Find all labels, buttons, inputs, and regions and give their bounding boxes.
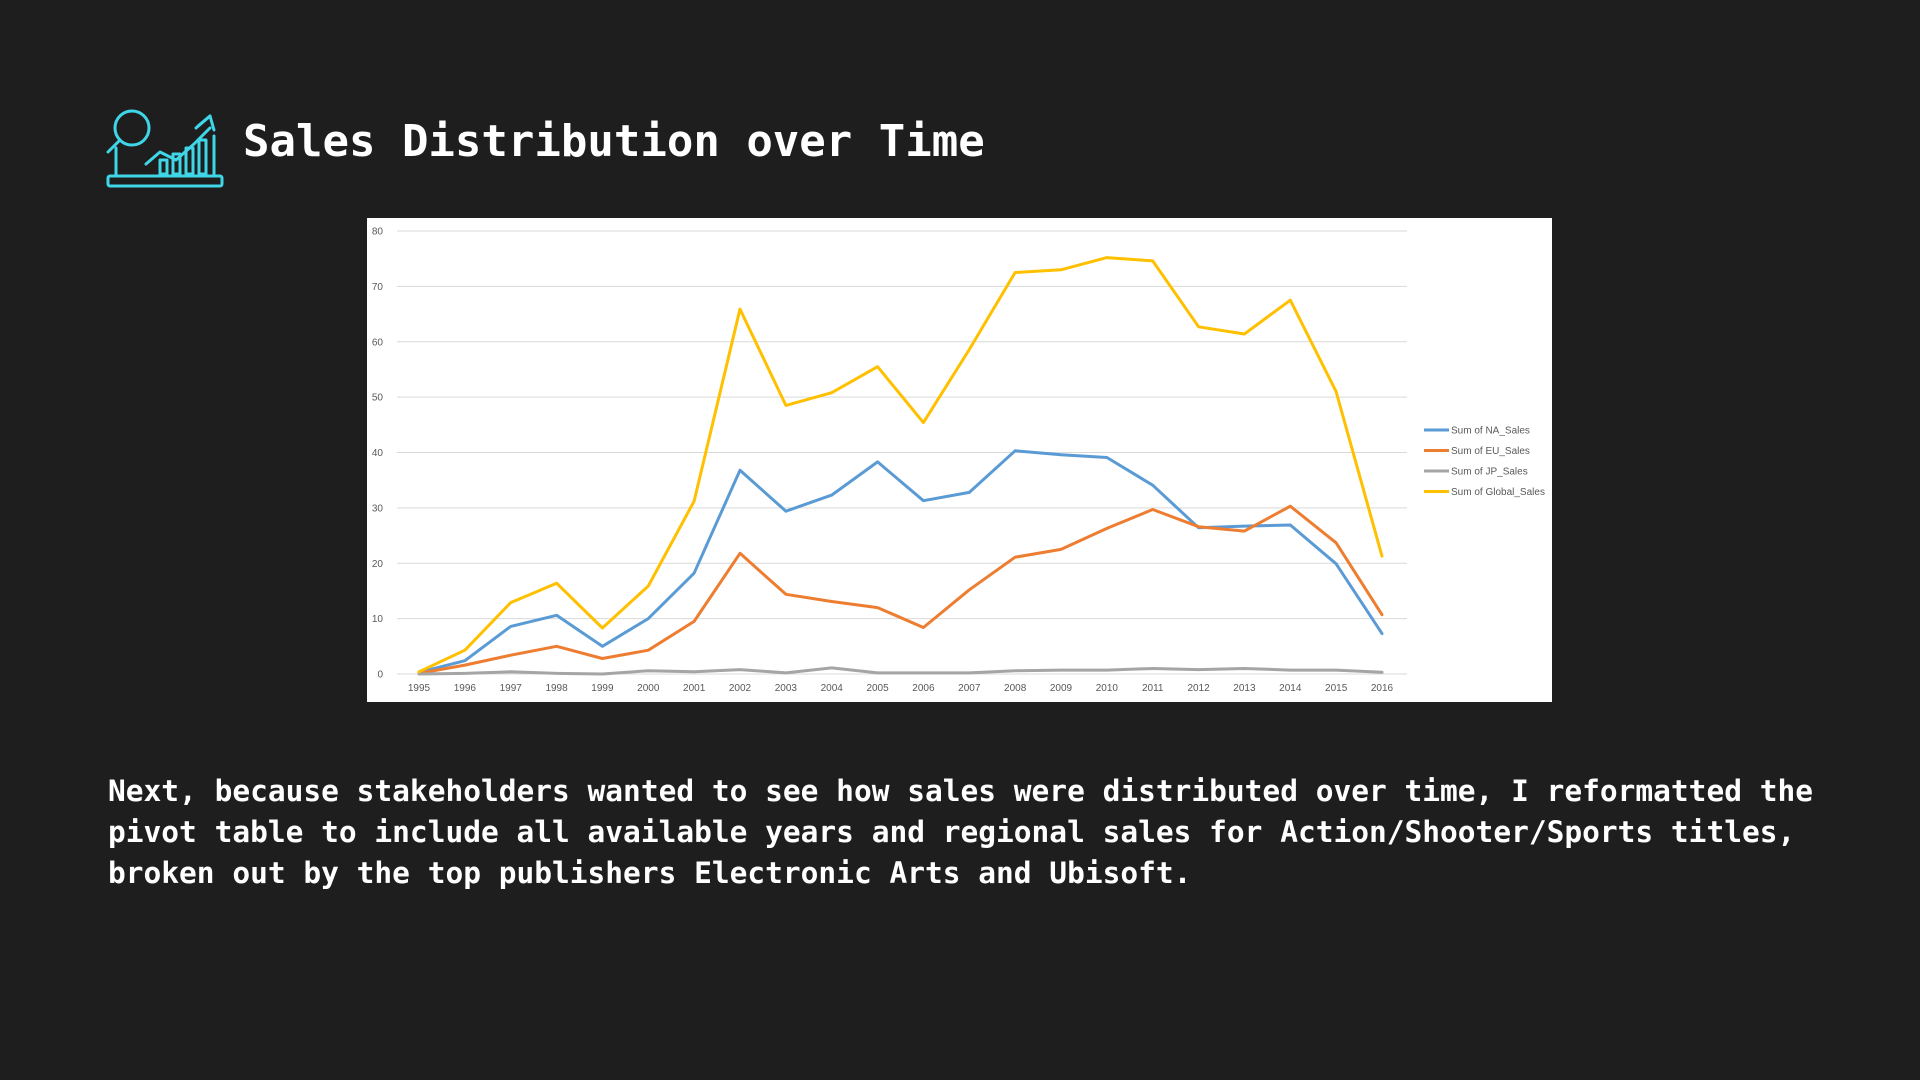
x-tick-label-2001: 2001 — [683, 683, 706, 694]
x-tick-label-1997: 1997 — [500, 683, 523, 694]
x-tick-label-2013: 2013 — [1233, 683, 1256, 694]
description-paragraph: Next, because stakeholders wanted to see… — [108, 774, 1814, 890]
legend-label-1: Sum of NA_Sales — [1451, 426, 1530, 437]
x-tick-label-2000: 2000 — [637, 683, 660, 694]
y-tick-label-70: 70 — [372, 282, 384, 293]
legend-label-2: Sum of EU_Sales — [1451, 446, 1530, 457]
x-tick-label-2012: 2012 — [1187, 683, 1210, 694]
x-tick-label-2008: 2008 — [1004, 683, 1027, 694]
x-tick-label-2003: 2003 — [775, 683, 798, 694]
chart-canvas: 0 10 20 30 40 50 60 70 80 1995 1996 1997 1998 1999 200… — [372, 227, 1545, 695]
x-tick-label-2009: 2009 — [1050, 683, 1073, 694]
x-tick-label-2016: 2016 — [1371, 683, 1394, 694]
x-tick-label-2007: 2007 — [958, 683, 981, 694]
series-line-1 — [417, 449, 1384, 674]
x-tick-label-1996: 1996 — [454, 683, 477, 694]
x-tick-label-2002: 2002 — [729, 683, 752, 694]
x-tick-label-2014: 2014 — [1279, 683, 1302, 694]
x-tick-label-2006: 2006 — [912, 683, 935, 694]
y-tick-label-10: 10 — [372, 614, 384, 625]
series-line-4 — [417, 256, 1384, 674]
x-tick-label-1999: 1999 — [591, 683, 614, 694]
page-title: Sales Distribution over Time — [243, 116, 985, 167]
y-tick-label-20: 20 — [372, 559, 384, 570]
y-tick-label-60: 60 — [372, 337, 384, 348]
y-tick-label-80: 80 — [372, 227, 384, 238]
sales-line-chart: 0 10 20 30 40 50 60 70 80 1995 1996 1997 1998 1999 200… — [367, 218, 1552, 702]
analytics-report-icon — [106, 109, 224, 188]
x-tick-label-2004: 2004 — [821, 683, 844, 694]
y-tick-label-50: 50 — [372, 393, 384, 404]
series-line-2 — [417, 504, 1384, 675]
y-tick-label-30: 30 — [372, 503, 384, 514]
legend-label-4: Sum of Global_Sales — [1451, 487, 1545, 498]
x-tick-label-2010: 2010 — [1096, 683, 1119, 694]
x-tick-label-2015: 2015 — [1325, 683, 1348, 694]
x-tick-label-1995: 1995 — [408, 683, 431, 694]
y-tick-label-0: 0 — [377, 670, 383, 681]
legend-label-3: Sum of JP_Sales — [1451, 467, 1528, 478]
x-tick-label-1998: 1998 — [545, 683, 568, 694]
series-line-3 — [417, 666, 1384, 676]
x-tick-label-2005: 2005 — [866, 683, 889, 694]
y-tick-label-40: 40 — [372, 448, 384, 459]
x-tick-label-2011: 2011 — [1142, 683, 1164, 694]
